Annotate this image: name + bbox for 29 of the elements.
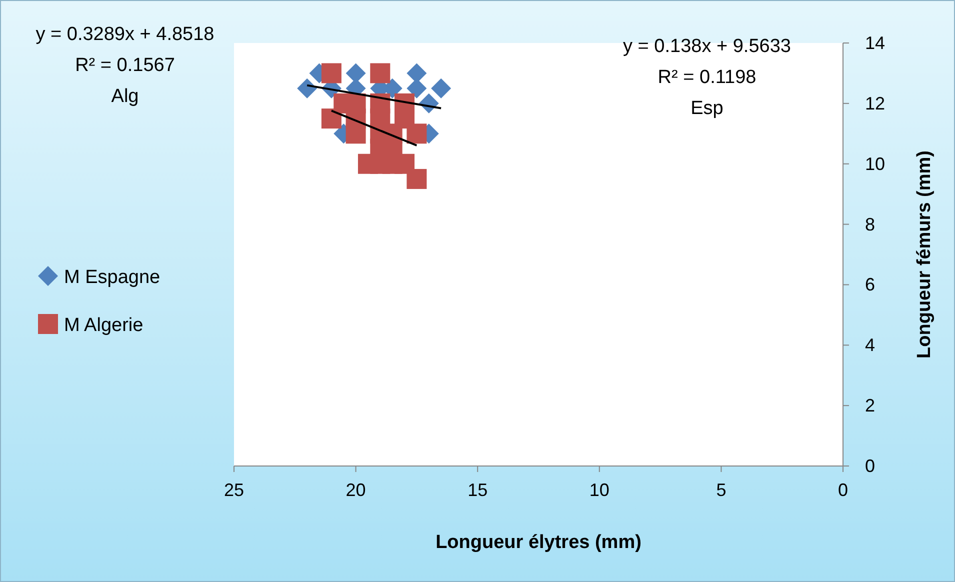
x-tick-label: 10 [589, 480, 610, 500]
x-tick-label: 20 [346, 480, 366, 500]
x-tick-label: 25 [224, 480, 244, 500]
x-tick-label: 0 [838, 480, 848, 500]
x-tick-label: 5 [716, 480, 726, 500]
x-tick-label: 15 [468, 480, 488, 500]
y-tick-label: 8 [865, 214, 876, 234]
y-tick-label: 10 [865, 154, 886, 174]
y-tick-label: 12 [865, 93, 886, 114]
point [346, 124, 366, 144]
x-axis-title: Longueur élytres (mm) [436, 532, 642, 553]
point [394, 154, 415, 174]
y-tick-label: 14 [865, 33, 886, 53]
y-tick-label: 2 [865, 396, 876, 416]
point [297, 78, 318, 98]
point [321, 108, 342, 129]
legend-label: M Algerie [64, 315, 144, 336]
text: y = 0.3289x + 4.8518 R² = 0.1567 Alg [36, 24, 214, 107]
legend-label: M Espagne [64, 267, 160, 288]
point [370, 63, 390, 84]
y-tick-label: 4 [865, 335, 876, 356]
point [431, 78, 452, 98]
point [406, 168, 427, 189]
y-axis-title: Longueur fémurs (mm) [914, 150, 935, 358]
annotation: y = 0.138x + 9.5633 R² = 0.1198 Esp [623, 36, 791, 119]
point [321, 63, 342, 84]
y-tick-label: 6 [865, 274, 876, 295]
point [406, 124, 427, 144]
y-tick-label: 0 [865, 456, 876, 476]
